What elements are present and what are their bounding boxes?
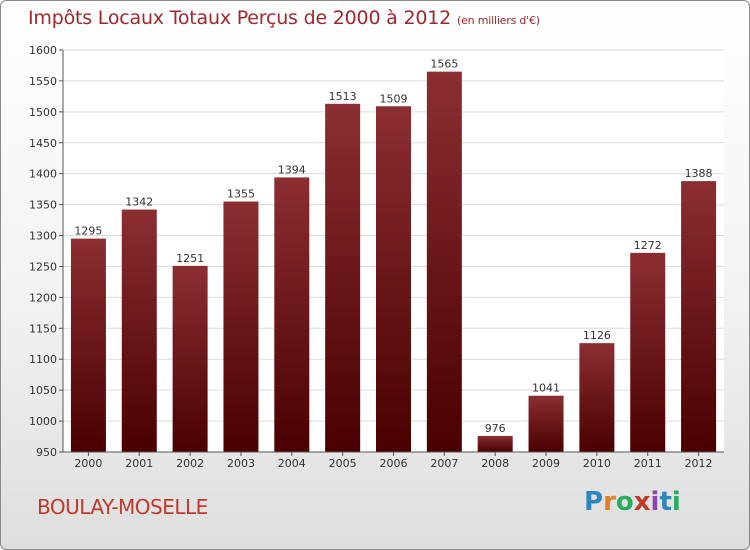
proxiti-logo: Proxiti — [584, 487, 681, 517]
data-label-2004: 1394 — [278, 163, 306, 176]
logo-letter: i — [650, 487, 660, 517]
y-tick-label: 1100 — [29, 353, 57, 366]
bar-2011 — [630, 252, 666, 452]
data-label-2005: 1513 — [329, 90, 357, 103]
x-tick-label-2005: 2005 — [329, 457, 357, 470]
bar-2007 — [426, 71, 462, 453]
bar-2004 — [274, 177, 310, 452]
data-label-2006: 1509 — [380, 92, 408, 105]
bar-2008 — [477, 435, 513, 452]
y-tick-label: 1400 — [29, 168, 57, 181]
x-tick-label-2012: 2012 — [685, 457, 713, 470]
y-tick-label: 1250 — [29, 260, 57, 273]
data-label-2009: 1041 — [532, 382, 560, 395]
place-name: BOULAY-MOSELLE — [37, 495, 208, 519]
unit-label: (en milliers d'€) — [457, 14, 540, 27]
data-label-2001: 1342 — [125, 196, 153, 209]
x-tick-label-2006: 2006 — [380, 457, 408, 470]
bar-2012 — [681, 181, 717, 453]
x-tick-label-2010: 2010 — [583, 457, 611, 470]
data-label-2003: 1355 — [227, 188, 255, 201]
logo-letter: o — [615, 487, 634, 517]
data-label-2007: 1565 — [430, 58, 458, 71]
y-tick-label: 1450 — [29, 137, 57, 150]
y-tick-label: 1050 — [29, 384, 57, 397]
data-label-2002: 1251 — [176, 252, 204, 265]
bar-2009 — [528, 395, 564, 452]
y-tick-label: 1150 — [29, 322, 57, 335]
data-label-2012: 1388 — [685, 167, 713, 180]
y-tick-label: 1600 — [29, 44, 57, 57]
x-tick-label-2001: 2001 — [125, 457, 153, 470]
x-tick-label-2002: 2002 — [176, 457, 204, 470]
bar-2000 — [70, 238, 106, 452]
data-label-2010: 1126 — [583, 329, 611, 342]
x-tick-label-2008: 2008 — [481, 457, 509, 470]
bar-2010 — [579, 343, 615, 452]
logo-letter: x — [633, 487, 651, 517]
x-tick-label-2000: 2000 — [74, 457, 102, 470]
y-tick-label: 1350 — [29, 199, 57, 212]
logo-letter: P — [584, 487, 604, 517]
data-label-2011: 1272 — [634, 239, 662, 252]
y-tick-label: 1300 — [29, 230, 57, 243]
y-tick-label: 1000 — [29, 415, 57, 428]
data-label-2000: 1295 — [74, 225, 102, 238]
data-label-2008: 976 — [485, 422, 506, 435]
bar-2006 — [376, 106, 411, 452]
y-tick-label: 1500 — [29, 106, 57, 119]
chart-title: Impôts Locaux Totaux Perçus de 2000 à 20… — [28, 7, 540, 29]
x-tick-label-2003: 2003 — [227, 457, 255, 470]
x-tick-label-2007: 2007 — [430, 457, 458, 470]
bar-2005 — [325, 103, 361, 452]
y-tick-label: 1550 — [29, 75, 57, 88]
bar-2003 — [223, 201, 259, 452]
logo-letter: r — [603, 487, 616, 517]
x-tick-label-2011: 2011 — [634, 457, 662, 470]
logo-letter: i — [671, 487, 681, 517]
x-tick-label-2004: 2004 — [278, 457, 306, 470]
y-tick-label: 950 — [36, 446, 57, 459]
bar-2001 — [121, 209, 157, 452]
bar-2002 — [172, 265, 208, 452]
title-text: Impôts Locaux Totaux Perçus de 2000 à 20… — [28, 7, 452, 29]
logo-letter: t — [659, 487, 672, 517]
y-tick-label: 1200 — [29, 291, 57, 304]
x-tick-label-2009: 2009 — [532, 457, 560, 470]
